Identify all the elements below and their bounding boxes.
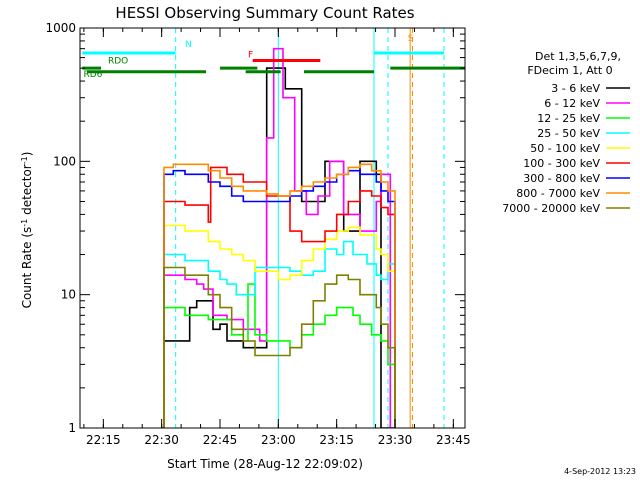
legend-entry-label: 12 - 25 keV <box>537 112 600 125</box>
x-tick-label: 22:45 <box>203 433 238 447</box>
series-line-100-300-kev <box>161 166 396 428</box>
footer-date: 4-Sep-2012 13:23 <box>564 467 636 476</box>
y-tick-label: 100 <box>53 154 76 168</box>
x-tick-label: 23:45 <box>436 433 471 447</box>
legend-entry-label: 50 - 100 keV <box>530 142 600 155</box>
x-tick-label: 23:00 <box>261 433 296 447</box>
x-tick-label: 22:30 <box>144 433 179 447</box>
legend-header: Det 1,3,5,6,7,9, <box>535 50 621 63</box>
x-tick-label: 22:15 <box>86 433 121 447</box>
series-line-6-12-kev <box>161 47 395 428</box>
flag-label-s: S <box>408 34 414 44</box>
series-line-7000-20000-kev <box>161 266 396 428</box>
series-line-800-7000-kev <box>161 163 396 428</box>
x-tick-label: 23:15 <box>319 433 354 447</box>
legend-header: FDecim 1, Att 0 <box>527 64 612 77</box>
axes: 1 10 100 1000 22:15 22:30 22:45 23:00 23:15 23:30… <box>45 21 470 447</box>
legend: Det 1,3,5,6,7,9,FDecim 1, Att 0 3 - 6 keV… <box>502 50 630 215</box>
legend-entry-label: 7000 - 20000 keV <box>502 202 600 215</box>
y-tick-label: 10 <box>61 288 76 302</box>
plot-frame <box>79 27 466 429</box>
x-axis-label: Start Time (28-Aug-12 22:09:02) <box>167 457 363 471</box>
series-line-50-100-kev <box>161 224 396 428</box>
flag-label-n: N <box>185 40 192 50</box>
plot-area <box>161 28 445 428</box>
y-tick-label: 1 <box>68 421 76 435</box>
chart-title: HESSI Observing Summary Count Rates <box>115 4 414 22</box>
y-axis-label: Count Rate (s-1 detector-1) <box>20 152 35 309</box>
series-line-25-50-kev <box>161 240 396 428</box>
flag-label-rdo: RDO <box>108 57 128 67</box>
legend-entry-label: 3 - 6 keV <box>551 82 600 95</box>
legend-entry-label: 25 - 50 keV <box>537 127 600 140</box>
legend-entry-label: 300 - 800 keV <box>523 172 600 185</box>
flag-bars: N S F RDO RD6 <box>82 34 465 80</box>
flag-label-f: F <box>248 51 253 61</box>
legend-entry-label: 100 - 300 keV <box>523 157 600 170</box>
series-line-300-800-kev <box>161 169 396 428</box>
legend-entry-label: 800 - 7000 keV <box>516 187 600 200</box>
y-tick-label: 1000 <box>45 21 76 35</box>
flag-label-rd6: RD6 <box>84 70 103 80</box>
x-tick-label: 23:30 <box>378 433 413 447</box>
legend-entry-label: 6 - 12 keV <box>544 97 600 110</box>
